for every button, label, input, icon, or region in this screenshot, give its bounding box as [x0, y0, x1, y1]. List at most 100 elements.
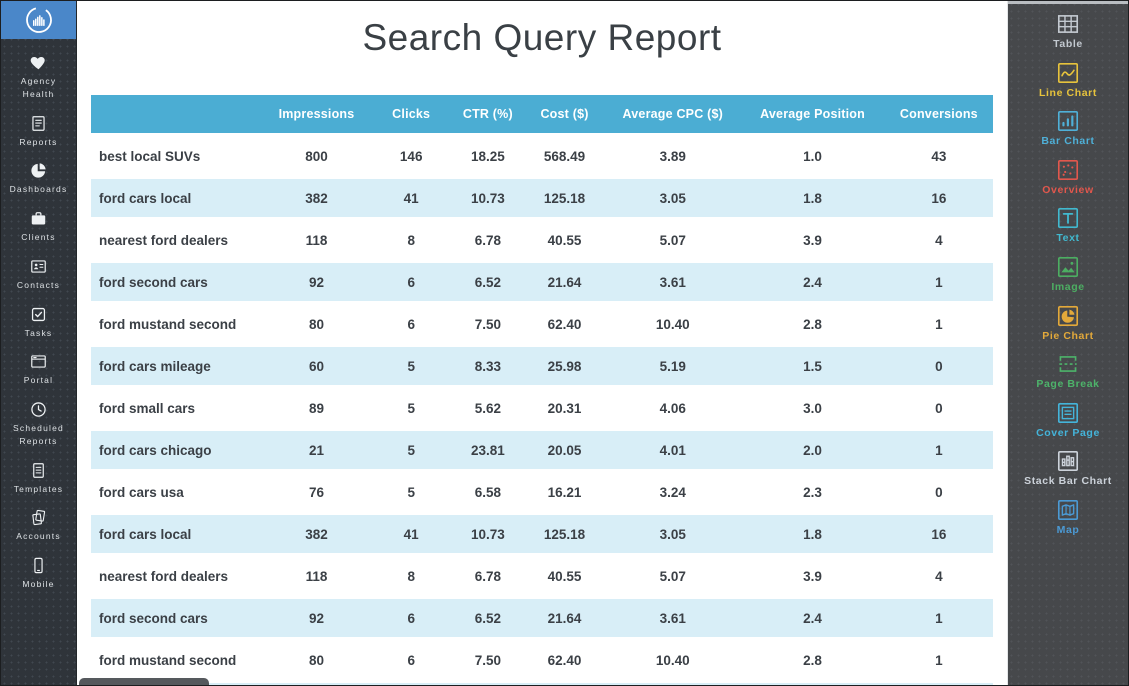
checkbox-icon — [29, 305, 48, 324]
value-cell: 118 — [262, 557, 371, 595]
query-cell: nearest ford dealers — [91, 557, 263, 595]
sidebar-item-clients[interactable]: Clients — [1, 209, 76, 244]
column-header-query — [91, 95, 263, 133]
value-cell: 1.8 — [740, 179, 885, 217]
value-cell: 21.64 — [523, 263, 606, 301]
value-cell: 40.55 — [523, 221, 606, 259]
value-cell: 80 — [262, 641, 371, 679]
value-cell: 3.24 — [605, 473, 741, 511]
value-cell: 5.62 — [451, 389, 524, 427]
table-widget-icon — [1055, 11, 1081, 37]
value-cell: 2.0 — [740, 431, 885, 469]
widget-line-chart[interactable]: Line Chart — [1039, 60, 1097, 100]
value-cell: 4.06 — [605, 389, 741, 427]
value-cell: 8 — [370, 557, 452, 595]
table-row: ford small cars 89 5 5.62 20.31 4.06 3.0 0 — [91, 389, 993, 427]
column-header-impressions: Impressions — [262, 95, 371, 133]
widget-image[interactable]: Image — [1051, 254, 1084, 294]
widget-map[interactable]: Map — [1055, 497, 1081, 537]
bottom-left-partial-button[interactable] — [79, 678, 209, 685]
value-cell: 3.9 — [740, 557, 885, 595]
pie-dashboard-icon — [29, 161, 48, 180]
sidebar-item-contacts[interactable]: Contacts — [1, 257, 76, 292]
sidebar-item-accounts[interactable]: Accounts — [1, 508, 76, 543]
value-cell: 62.40 — [523, 641, 606, 679]
value-cell: 4 — [884, 557, 993, 595]
value-cell: 3.61 — [605, 599, 741, 637]
value-cell: 20.31 — [523, 389, 606, 427]
value-cell: 60 — [262, 347, 371, 385]
widget-page-break[interactable]: Page Break — [1036, 351, 1099, 391]
report-table[interactable]: Impressions Clicks CTR (%) Cost ($) Average … — [91, 91, 993, 683]
value-cell: 1 — [884, 263, 993, 301]
value-cell: 43 — [884, 137, 993, 175]
value-cell: 21.64 — [523, 599, 606, 637]
document-icon — [29, 461, 48, 480]
value-cell: 125.18 — [523, 515, 606, 553]
sidebar-item-templates[interactable]: Templates — [1, 461, 76, 496]
table-row: ford mustand second 80 6 7.50 62.40 10.40 2.8 1 — [91, 641, 993, 679]
widget-table[interactable]: Table — [1053, 11, 1083, 51]
sidebar-item-tasks[interactable]: Tasks — [1, 305, 76, 340]
widget-label: Image — [1051, 280, 1085, 293]
value-cell: 80 — [262, 305, 371, 343]
value-cell: 2.3 — [740, 473, 885, 511]
text-widget-icon — [1055, 205, 1081, 231]
sidebar-item-dashboards[interactable]: Dashboards — [1, 161, 76, 196]
widget-stack-bar-chart[interactable]: Stack Bar Chart — [1024, 448, 1112, 488]
value-cell: 1 — [884, 641, 993, 679]
app-logo[interactable] — [1, 1, 76, 39]
page-title: Search Query Report — [362, 17, 722, 58]
page-break-icon — [1055, 351, 1081, 377]
widget-cover-page[interactable]: Cover Page — [1036, 400, 1100, 440]
sidebar-item-label: Reports — [19, 136, 58, 147]
value-cell: 5 — [370, 347, 452, 385]
widget-label: Bar Chart — [1041, 135, 1095, 148]
cover-page-icon — [1055, 400, 1081, 426]
query-cell: best local SUVs — [91, 137, 263, 175]
table-row: ford mustand second 80 6 7.50 62.40 10.40 2.8 1 — [91, 305, 993, 343]
value-cell: 8 — [370, 221, 452, 259]
widget-label: Stack Bar Chart — [1024, 475, 1112, 488]
value-cell: 6.78 — [451, 221, 524, 259]
value-cell: 41 — [370, 515, 452, 553]
value-cell: 40.55 — [523, 557, 606, 595]
line-chart-icon — [1055, 60, 1081, 86]
widget-label: Overview — [1042, 183, 1094, 196]
clock-icon — [29, 400, 48, 419]
sidebar-item-portal[interactable]: Portal — [1, 352, 76, 387]
sidebar-item-reports[interactable]: Reports — [1, 114, 76, 149]
widget-overview[interactable]: Overview — [1042, 157, 1094, 197]
value-cell: 3.05 — [605, 179, 741, 217]
value-cell: 6 — [370, 305, 452, 343]
value-cell: 4 — [884, 221, 993, 259]
value-cell: 146 — [370, 137, 452, 175]
table-body: best local SUVs 800 146 18.25 568.49 3.89 1.0 4… — [91, 137, 993, 679]
widget-bar-chart[interactable]: Bar Chart — [1041, 108, 1094, 148]
sidebar-item-mobile[interactable]: Mobile — [1, 556, 76, 591]
query-cell: ford cars local — [91, 515, 263, 553]
widget-pie-chart[interactable]: Pie Chart — [1042, 303, 1094, 343]
value-cell: 6 — [370, 641, 452, 679]
sidebar-item-label: Accounts — [16, 531, 61, 542]
value-cell: 1 — [884, 305, 993, 343]
query-cell: ford cars local — [91, 179, 263, 217]
value-cell: 5 — [370, 473, 452, 511]
sidebar-item-label: Scheduled Reports — [13, 423, 64, 446]
value-cell: 25.98 — [523, 347, 606, 385]
table-row-partial — [91, 683, 993, 685]
query-cell: ford cars chicago — [91, 431, 263, 469]
value-cell: 1 — [884, 599, 993, 637]
value-cell: 92 — [262, 599, 371, 637]
value-cell: 21 — [262, 431, 371, 469]
query-cell: ford small cars — [91, 389, 263, 427]
sidebar-item-scheduled-reports[interactable]: Scheduled Reports — [1, 400, 76, 448]
table-header-row: Impressions Clicks CTR (%) Cost ($) Average … — [91, 95, 993, 133]
value-cell: 1.5 — [740, 347, 885, 385]
sidebar-item-agency-health[interactable]: Agency Health — [1, 53, 76, 101]
table-row: nearest ford dealers 118 8 6.78 40.55 5.07 3.9… — [91, 557, 993, 595]
widget-text[interactable]: Text — [1055, 205, 1081, 245]
sidebar-item-label: Templates — [13, 483, 64, 494]
value-cell: 8.33 — [451, 347, 524, 385]
stacked-pages-icon — [29, 508, 48, 527]
